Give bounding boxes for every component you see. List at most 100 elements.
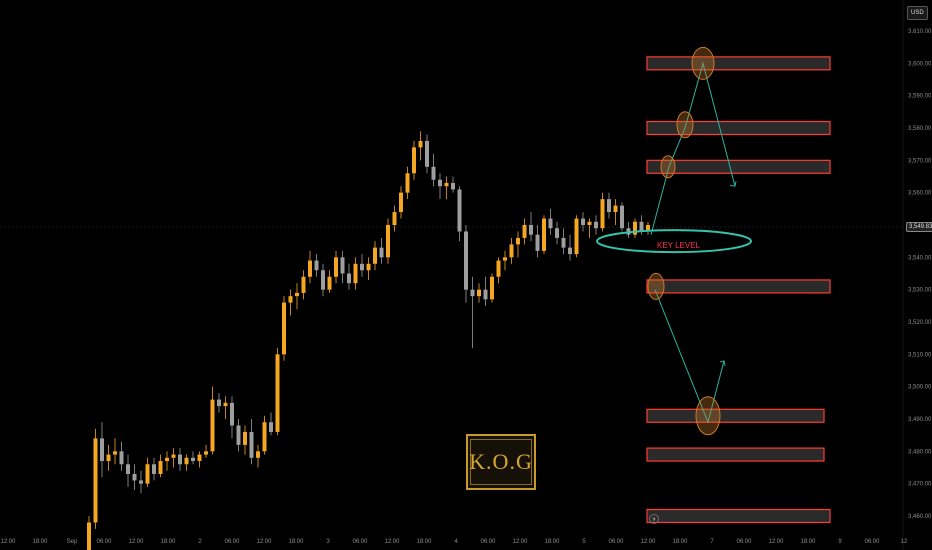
candle [308, 250, 312, 284]
candle-body [366, 263, 371, 271]
price-tick-label: 3,490.00 [908, 417, 932, 423]
current-price-badge: 3,549.83 [906, 222, 932, 232]
candle [386, 218, 390, 264]
candle-body [87, 522, 91, 550]
candle [340, 250, 345, 284]
candle-body [379, 247, 384, 258]
candle-body [321, 270, 325, 290]
time-tick-label: 18:00 [160, 539, 176, 545]
candle [418, 131, 423, 161]
price-tick-label: 3,520.00 [908, 320, 932, 326]
candle-body [288, 296, 293, 303]
candle-body [574, 218, 579, 255]
price-tick-label: 3,480.00 [908, 449, 932, 455]
candle-body [217, 399, 221, 407]
candle-body [386, 225, 390, 258]
candle [347, 263, 351, 290]
candle [444, 176, 449, 200]
candle-body [197, 454, 202, 462]
candle-body [529, 225, 533, 235]
candle [334, 250, 338, 284]
price-axis[interactable]: 3,460.00 3,470.00 3,480.00 3,490.00 3,500.00… [902, 0, 932, 550]
candle-body [191, 457, 195, 462]
candle-body [412, 147, 416, 174]
candle [249, 419, 254, 465]
zone-box [646, 279, 831, 294]
candle-body [262, 422, 267, 452]
candle-body [145, 464, 150, 484]
candle-body [308, 260, 312, 277]
candle [529, 212, 533, 242]
candle-body [620, 205, 624, 229]
candle-body [568, 247, 572, 255]
candle [607, 192, 611, 219]
candle [314, 254, 319, 277]
candle-body [171, 454, 176, 458]
candle [522, 218, 527, 245]
candle-body [399, 192, 403, 213]
time-tick-label: 18:00 [32, 539, 48, 545]
candle [230, 396, 234, 439]
candle [496, 257, 501, 284]
zone-box [646, 56, 831, 71]
time-tick-label: 12:00 [768, 539, 784, 545]
candle [171, 448, 176, 468]
candle-body [204, 451, 208, 455]
candle [542, 215, 546, 255]
candle-body [438, 179, 442, 187]
price-tick-label: 3,460.00 [908, 514, 932, 520]
candle-body [126, 464, 130, 474]
lightning-icon[interactable] [649, 514, 659, 524]
candle-body [165, 457, 169, 462]
time-tick-label: 4 [454, 539, 458, 545]
candle [490, 273, 494, 303]
touch-circle [647, 272, 665, 300]
time-tick-label: 06:00 [224, 539, 240, 545]
candle [379, 237, 384, 264]
time-tick-label: 06:00 [864, 539, 880, 545]
touch-circle [660, 155, 676, 179]
candle [113, 438, 117, 465]
candle-body [535, 234, 540, 251]
currency-label: USD [907, 6, 928, 20]
candle-body [334, 257, 338, 277]
candle-body [106, 454, 111, 462]
candle [555, 221, 559, 245]
zone-box [646, 159, 831, 174]
candle-body [113, 451, 117, 455]
time-axis[interactable]: 12:00 18:00 Sep 06:00 12:00 18:00 2 06:00 12:00 1… [0, 539, 908, 545]
candle [353, 257, 358, 290]
time-tick-label: 18:00 [288, 539, 304, 545]
candle-body [555, 228, 559, 238]
candle-body [496, 260, 501, 277]
candle-body [509, 244, 514, 258]
candle-body [230, 402, 234, 426]
logo-frame: K.O.G [469, 439, 532, 485]
projection-up-arrowhead [729, 181, 737, 187]
candle-body [178, 454, 182, 465]
candle [646, 221, 650, 235]
candle-body [256, 451, 260, 458]
time-tick-label: 18:00 [800, 539, 816, 545]
candle [470, 276, 475, 348]
candle-body [607, 199, 611, 213]
price-tick-label: 3,590.00 [908, 94, 932, 100]
candle-body [249, 431, 254, 458]
candle-body [360, 263, 364, 271]
candle [594, 215, 598, 235]
candle-body [314, 260, 319, 271]
candle [464, 225, 468, 303]
candle [119, 441, 124, 471]
candle [191, 451, 195, 465]
candle-body [301, 276, 306, 293]
candle [282, 296, 286, 361]
candle-body [327, 276, 332, 290]
zone-box [646, 508, 831, 524]
candle [626, 221, 631, 238]
time-tick-label: 3 [326, 539, 330, 545]
price-tick-label: 3,580.00 [908, 126, 932, 132]
candle-body [464, 231, 468, 290]
candle-body [548, 218, 553, 229]
candle-body [100, 438, 104, 462]
